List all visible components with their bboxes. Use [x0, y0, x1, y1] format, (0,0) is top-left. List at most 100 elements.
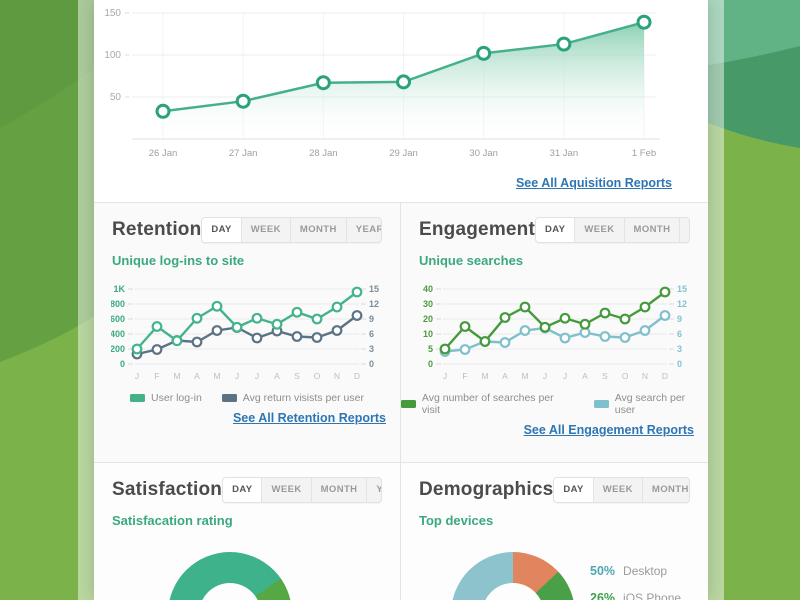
- svg-text:A: A: [274, 371, 280, 381]
- see-all-retention-link[interactable]: See All Retention Reports: [232, 411, 386, 425]
- acquisition-section: 50 100 150 26 Jan 27 Jan 28 Jan 29 Jan 30 Jan 31…: [94, 0, 708, 203]
- svg-text:0: 0: [427, 359, 432, 369]
- tab-day[interactable]: DAY: [202, 218, 241, 242]
- svg-text:F: F: [462, 371, 467, 381]
- svg-text:5: 5: [427, 344, 432, 354]
- tab-week[interactable]: WEEK: [592, 478, 642, 502]
- svg-text:J: J: [255, 371, 259, 381]
- svg-text:400: 400: [111, 329, 125, 339]
- device-label: Desktop: [623, 564, 668, 578]
- tab-week[interactable]: WEEK: [574, 218, 623, 242]
- svg-text:A: A: [582, 371, 588, 381]
- tab-week[interactable]: WEEK: [240, 218, 290, 242]
- satisfaction-title: Satisfaction: [112, 479, 223, 500]
- legend-label: Avg number of searches per visit: [421, 392, 554, 416]
- svg-text:10: 10: [422, 329, 432, 339]
- tab-week[interactable]: WEEK: [261, 478, 310, 502]
- tab-year[interactable]: YEAR: [679, 218, 689, 242]
- legend-item: Avg return visists per user: [221, 392, 364, 404]
- device-percent: 50%: [590, 564, 616, 578]
- retention-line-chart: 0 0 200 3 400 6 600 9 800 12 1K 15 J F M A M J J A S O N D: [111, 284, 379, 381]
- svg-text:9: 9: [369, 314, 374, 324]
- svg-text:50: 50: [110, 92, 122, 103]
- svg-text:30 Jan: 30 Jan: [469, 148, 498, 159]
- svg-text:3: 3: [369, 344, 374, 354]
- svg-text:27 Jan: 27 Jan: [229, 148, 258, 159]
- legend-swatch: [401, 400, 416, 408]
- svg-text:N: N: [334, 371, 340, 381]
- svg-text:26 Jan: 26 Jan: [149, 148, 178, 159]
- donut-hole: [482, 583, 544, 600]
- svg-text:J: J: [135, 371, 139, 381]
- svg-text:0: 0: [677, 359, 682, 369]
- demographics-device-legend: 50% Desktop 26% iOS Phone: [590, 540, 681, 600]
- svg-text:J: J: [562, 371, 566, 381]
- svg-text:O: O: [314, 371, 321, 381]
- svg-text:A: A: [502, 371, 508, 381]
- retention-legend: User log-in Avg return visists per user: [94, 392, 400, 404]
- tab-year[interactable]: YEAR: [366, 478, 381, 502]
- donut-hole: [199, 583, 261, 600]
- svg-text:J: J: [442, 371, 446, 381]
- tab-month[interactable]: MONTH: [623, 218, 680, 242]
- svg-text:S: S: [294, 371, 300, 381]
- legend-swatch: [221, 394, 237, 402]
- svg-text:D: D: [354, 371, 360, 381]
- tab-month[interactable]: MONTH: [289, 218, 346, 242]
- legend-item: Avg search per user: [593, 392, 708, 416]
- legend-item: Avg number of searches per visit: [401, 392, 574, 416]
- device-legend-row: 50% Desktop: [590, 564, 681, 578]
- svg-text:100: 100: [104, 50, 121, 61]
- svg-text:15: 15: [369, 284, 379, 294]
- satisfaction-donut-chart: [168, 552, 292, 600]
- svg-text:0: 0: [120, 359, 125, 369]
- acquisition-area-chart: 50 100 150 26 Jan 27 Jan 28 Jan 29 Jan 30 Jan 31…: [104, 8, 660, 159]
- svg-text:600: 600: [111, 314, 125, 324]
- svg-text:0: 0: [369, 359, 374, 369]
- retention-title: Retention: [112, 219, 202, 240]
- device-label: iOS Phone: [623, 591, 682, 600]
- svg-text:29 Jan: 29 Jan: [389, 148, 418, 159]
- engagement-subtitle: Unique searches: [419, 253, 524, 268]
- legend-label: Avg search per user: [614, 392, 686, 416]
- retention-time-range-tabs: DAY WEEK MONTH YEAR: [201, 217, 382, 243]
- svg-text:3: 3: [677, 344, 682, 354]
- svg-text:1 Feb: 1 Feb: [632, 148, 656, 159]
- svg-text:J: J: [235, 371, 239, 381]
- tab-day[interactable]: DAY: [223, 478, 262, 502]
- legend-label: User log-in: [151, 392, 202, 404]
- svg-text:12: 12: [677, 299, 687, 309]
- dashboard-card: 50 100 150 26 Jan 27 Jan 28 Jan 29 Jan 30 Jan 31…: [94, 0, 708, 600]
- demographics-subtitle: Top devices: [419, 513, 494, 528]
- tab-day[interactable]: DAY: [536, 218, 575, 242]
- svg-text:31 Jan: 31 Jan: [550, 148, 579, 159]
- svg-text:12: 12: [369, 299, 379, 309]
- tab-month[interactable]: MONTH: [641, 478, 689, 502]
- svg-text:J: J: [542, 371, 546, 381]
- tab-day[interactable]: DAY: [554, 478, 593, 502]
- svg-text:15: 15: [677, 284, 687, 294]
- see-all-acquisition-link[interactable]: See All Aquisition Reports: [515, 176, 672, 190]
- engagement-legend: Avg number of searches per visit Avg sear…: [401, 392, 708, 416]
- svg-text:N: N: [641, 371, 647, 381]
- device-legend-row: 26% iOS Phone: [590, 591, 681, 600]
- svg-text:A: A: [194, 371, 200, 381]
- svg-text:O: O: [621, 371, 628, 381]
- see-all-engagement-link[interactable]: See All Engagement Reports: [523, 423, 694, 437]
- demographics-donut-chart: [451, 552, 575, 600]
- svg-text:6: 6: [677, 329, 682, 339]
- engagement-title: Engagement: [419, 219, 536, 240]
- svg-text:9: 9: [677, 314, 682, 324]
- svg-text:30: 30: [422, 299, 432, 309]
- legend-swatch: [593, 400, 609, 408]
- retention-panel: Retention DAY WEEK MONTH YEAR Unique log-in…: [94, 203, 401, 463]
- tab-month[interactable]: MONTH: [310, 478, 367, 502]
- svg-text:M: M: [213, 371, 220, 381]
- svg-text:150: 150: [104, 8, 121, 19]
- tab-year[interactable]: YEAR: [345, 218, 381, 242]
- demographics-title: Demographics: [419, 479, 554, 500]
